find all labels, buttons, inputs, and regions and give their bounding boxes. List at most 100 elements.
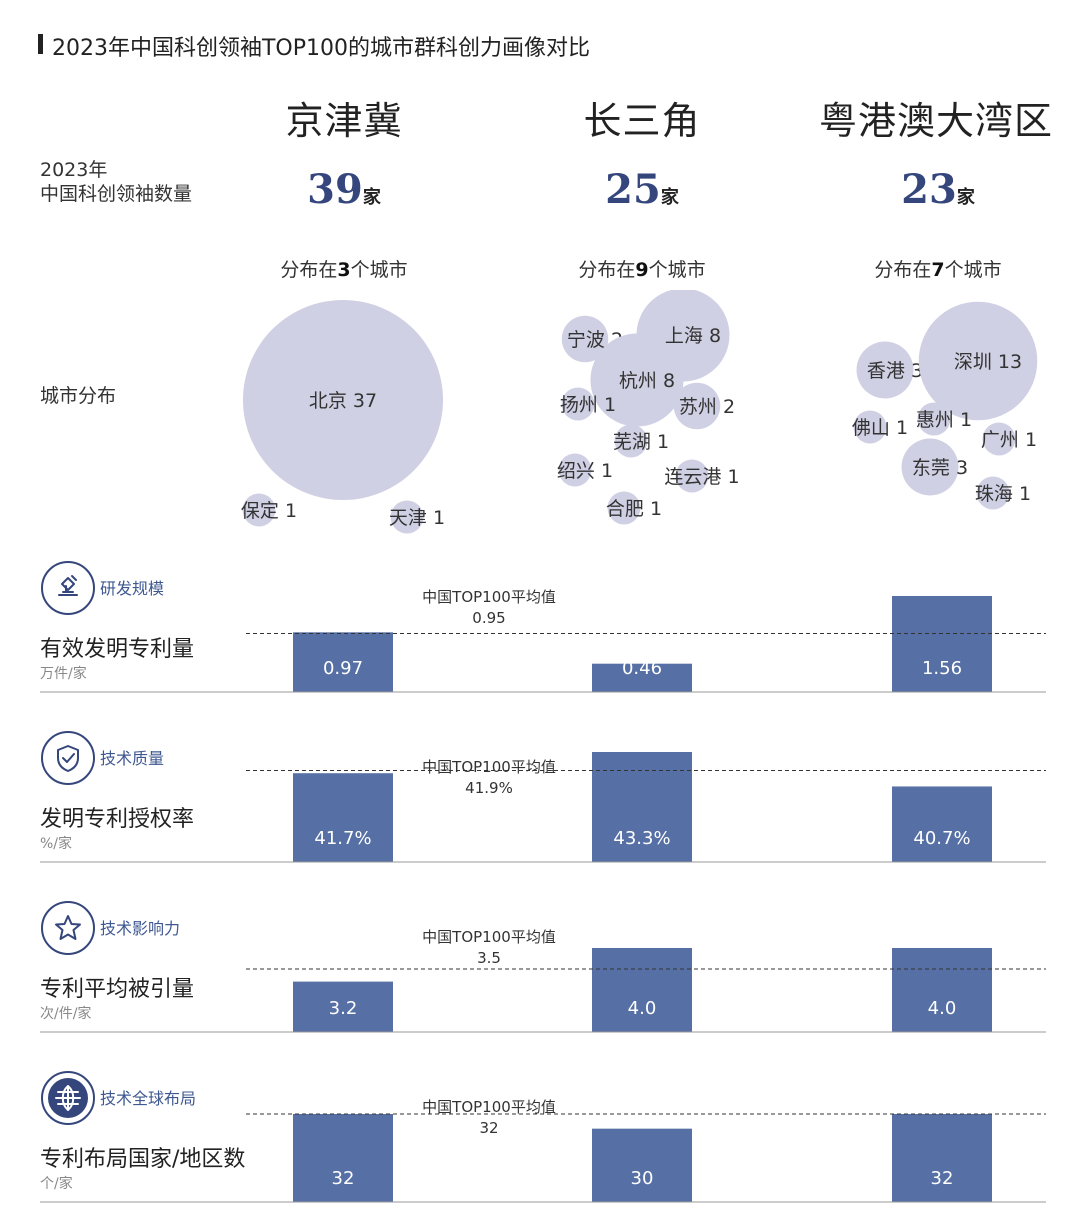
category-icon-fill xyxy=(48,568,88,608)
title-bar xyxy=(38,34,43,54)
city-bubble xyxy=(982,422,1016,456)
city-label: 北京 37 xyxy=(309,390,377,412)
bar xyxy=(293,1114,393,1202)
bar xyxy=(892,1114,992,1202)
category-icon-fill xyxy=(48,908,88,948)
dist-prefix: 分布在 xyxy=(874,259,932,281)
average-value: 3.5 xyxy=(477,949,501,967)
star-icon xyxy=(55,915,81,940)
metric-unit: 次/件/家 xyxy=(40,1005,91,1022)
distribution-label-gba: 分布在7个城市 xyxy=(788,255,1080,282)
bar xyxy=(892,596,992,692)
category-label: 技术全球布局 xyxy=(100,1089,196,1108)
city-label: 绍兴 1 xyxy=(557,460,613,482)
average-title: 中国TOP100平均值 xyxy=(422,1098,556,1116)
count-value: 39 xyxy=(307,166,363,213)
city-bubble xyxy=(607,491,641,525)
average-value: 32 xyxy=(479,1119,498,1137)
count-value: 23 xyxy=(901,166,957,213)
count-row-label: 2023年 中国科创领袖数量 xyxy=(40,158,192,206)
count-value: 25 xyxy=(605,166,661,213)
city-bubble xyxy=(918,301,1038,421)
category-icon-ring xyxy=(41,901,95,955)
city-bubble xyxy=(558,453,592,487)
bar-value-label: 0.97 xyxy=(323,658,363,679)
city-bubble xyxy=(243,300,443,500)
metric-section: 研发规模 有效发明专利量 万件/家 0.97 0.46 1.56 中国TOP100平均值 0.… xyxy=(0,560,1080,710)
city-label: 杭州 8 xyxy=(619,370,675,392)
count-unit: 家 xyxy=(956,187,975,208)
bar xyxy=(293,632,393,692)
metric-unit: 个/家 xyxy=(40,1175,73,1192)
city-bubble xyxy=(561,315,609,363)
city-row-label: 城市分布 xyxy=(40,385,117,407)
category-icon-ring xyxy=(41,561,95,615)
category-icon-fill xyxy=(48,738,88,778)
city-label: 佛山 1 xyxy=(852,417,908,439)
count-gba: 23家 xyxy=(788,166,1080,213)
count-row-label-line2: 中国科创领袖数量 xyxy=(40,183,193,205)
category-label: 技术影响力 xyxy=(100,919,180,938)
city-label: 东莞 3 xyxy=(912,457,968,479)
city-label: 芜湖 1 xyxy=(613,431,669,453)
dist-count: 7 xyxy=(931,259,945,281)
metric-section: 技术质量 发明专利授权率 %/家 41.7% 43.3% 40.7% 中国TOP100平均值… xyxy=(0,730,1080,880)
metric-label: 有效发明专利量 xyxy=(40,637,194,662)
city-bubble xyxy=(390,500,424,534)
city-bubble xyxy=(917,402,951,436)
bar xyxy=(293,773,393,862)
bar xyxy=(592,948,692,1032)
city-label: 保定 1 xyxy=(241,500,297,522)
lab-icon xyxy=(58,575,78,596)
city-bubble xyxy=(242,493,276,527)
metric-unit: 万件/家 xyxy=(40,665,87,682)
city-label: 苏州 2 xyxy=(679,396,735,418)
bar-value-label: 0.46 xyxy=(622,658,662,679)
average-title: 中国TOP100平均值 xyxy=(422,588,556,606)
city-label: 香港 3 xyxy=(867,360,923,382)
city-bubble xyxy=(614,424,648,458)
dist-suffix: 个城市 xyxy=(648,259,706,281)
bar-value-label: 1.56 xyxy=(922,658,962,679)
city-label: 珠海 1 xyxy=(975,483,1031,505)
city-label: 惠州 1 xyxy=(916,409,972,431)
city-bubble xyxy=(673,382,721,430)
distribution-label-csj: 分布在9个城市 xyxy=(492,255,792,282)
dist-suffix: 个城市 xyxy=(350,259,408,281)
count-csj: 25家 xyxy=(492,166,792,213)
city-bubble xyxy=(590,333,684,427)
dist-count: 3 xyxy=(337,259,351,281)
bar-value-label: 40.7% xyxy=(913,828,970,849)
bar xyxy=(592,663,692,692)
page-title: 2023年中国科创领袖TOP100的城市群科创力画像对比 xyxy=(52,36,591,61)
bar-value-label: 41.7% xyxy=(314,828,371,849)
metric-label: 发明专利授权率 xyxy=(40,807,194,832)
city-label: 广州 1 xyxy=(981,429,1037,451)
count-jjj: 39家 xyxy=(194,166,494,213)
metric-section: 技术全球布局 专利布局国家/地区数 个/家 32 30 32 中国TOP100平均值 32 xyxy=(0,1070,1080,1220)
globe-icon xyxy=(55,1085,81,1111)
category-label: 技术质量 xyxy=(100,749,164,768)
city-label: 连云港 1 xyxy=(664,466,739,488)
city-label: 扬州 1 xyxy=(560,394,616,416)
bar xyxy=(592,1128,692,1202)
city-bubble xyxy=(901,438,959,496)
category-icon-ring xyxy=(41,1071,95,1125)
city-bubble xyxy=(561,387,595,421)
metric-label: 专利平均被引量 xyxy=(40,977,194,1002)
city-bubble xyxy=(853,410,887,444)
average-value: 41.9% xyxy=(465,779,513,797)
count-row-label-line1: 2023年 xyxy=(40,159,108,181)
dist-count: 9 xyxy=(635,259,649,281)
bar-value-label: 4.0 xyxy=(928,998,957,1019)
bar-value-label: 3.2 xyxy=(329,998,358,1019)
bar xyxy=(293,981,393,1032)
bar-value-label: 4.0 xyxy=(628,998,657,1019)
category-label: 研发规模 xyxy=(100,579,164,598)
dist-suffix: 个城市 xyxy=(944,259,1002,281)
shield-icon xyxy=(57,745,79,772)
